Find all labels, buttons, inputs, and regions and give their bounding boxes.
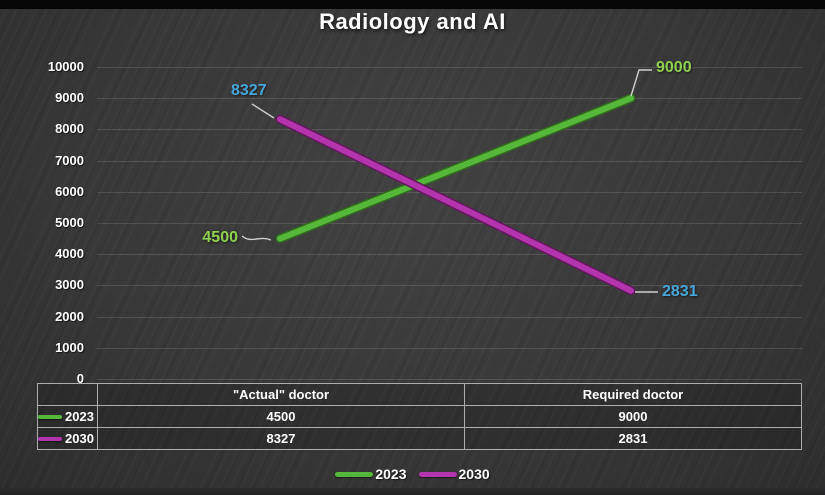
gridline xyxy=(97,379,802,380)
y-axis-tick-label: 7000 xyxy=(55,153,84,168)
gridline xyxy=(97,161,802,162)
legend-line-icon-2030 xyxy=(418,471,457,477)
gridline xyxy=(97,129,802,130)
table-header-required-doctor: Required doctor xyxy=(464,383,802,406)
data-label-2023-required: 9000 xyxy=(656,59,692,76)
chart-title: Radiology and AI xyxy=(319,9,506,34)
gridline xyxy=(97,67,802,68)
gridline xyxy=(97,254,802,255)
y-axis-tick-label: 2000 xyxy=(55,309,84,324)
series-key-line-icon-2023 xyxy=(38,414,62,419)
table-row-2030: 2030 8327 2831 xyxy=(37,427,802,450)
legend-item-2030: 2030 xyxy=(418,466,490,482)
chart-legend: 2023 2030 xyxy=(0,466,825,482)
table-row-2023: 2023 4500 9000 xyxy=(37,405,802,428)
y-axis-tick-label: 3000 xyxy=(55,277,84,292)
gridline xyxy=(97,348,802,349)
y-axis-tick-label: 9000 xyxy=(55,90,84,105)
table-cell-2030-actual: 8327 xyxy=(97,427,465,450)
table-corner-cell xyxy=(37,383,98,406)
y-axis: 10000 9000 8000 7000 6000 5000 4000 3000… xyxy=(0,60,88,386)
y-axis-tick-label: 5000 xyxy=(55,215,84,230)
y-axis-tick-label: 0 xyxy=(76,371,84,386)
data-label-2023-actual: 4500 xyxy=(202,229,238,246)
legend-label: 2023 xyxy=(375,466,407,482)
gridline xyxy=(97,317,802,318)
y-axis-tick-label: 10000 xyxy=(47,59,84,74)
legend-label: 2030 xyxy=(458,466,490,482)
legend-item-2023: 2023 xyxy=(335,466,407,482)
data-label-2030-required: 2831 xyxy=(662,283,698,300)
gridline xyxy=(97,98,802,99)
gridline xyxy=(97,223,802,224)
table-cell-2030-required: 2831 xyxy=(464,427,802,450)
plot-area xyxy=(97,67,802,380)
legend-line-icon-2023 xyxy=(335,471,374,477)
series-key-line-icon-2030 xyxy=(38,436,62,441)
gridline xyxy=(97,192,802,193)
bottom-border-bar xyxy=(0,488,825,495)
table-cell-2023-actual: 4500 xyxy=(97,405,465,428)
y-axis-tick-label: 8000 xyxy=(55,121,84,136)
y-axis-tick-label: 4000 xyxy=(55,246,84,261)
y-axis-tick-label: 1000 xyxy=(55,340,84,355)
y-axis-tick-label: 6000 xyxy=(55,184,84,199)
table-header-row: "Actual" doctor Required doctor xyxy=(37,383,802,406)
data-table: "Actual" doctor Required doctor 2023 450… xyxy=(37,383,802,450)
table-header-actual-doctor: "Actual" doctor xyxy=(97,383,465,406)
top-border-bar xyxy=(0,0,825,9)
data-label-2030-actual: 8327 xyxy=(231,82,267,99)
table-cell-2023-required: 9000 xyxy=(464,405,802,428)
table-row-key-2030: 2030 xyxy=(37,427,98,450)
table-row-label: 2023 xyxy=(65,409,94,424)
table-row-label: 2030 xyxy=(65,431,94,446)
table-row-key-2023: 2023 xyxy=(37,405,98,428)
